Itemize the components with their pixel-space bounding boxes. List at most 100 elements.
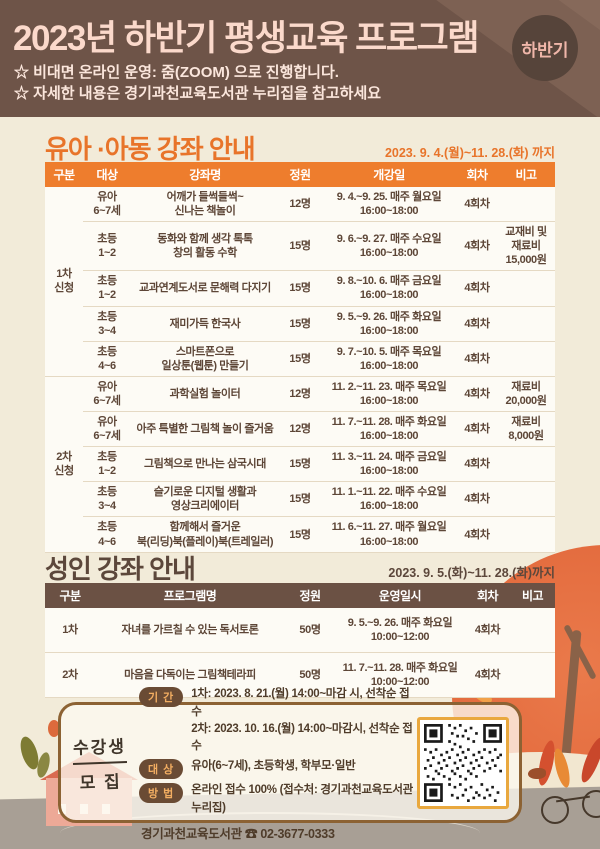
cell-sessions: 4회차: [457, 447, 497, 483]
cell-target: 초등 4~6: [83, 341, 131, 377]
cell-remark: [497, 517, 555, 553]
cell-course-name: 함께해서 즐거운 북(리딩)북(플레이)북(트레일러): [131, 517, 279, 553]
cell-target: 초등 3~4: [83, 482, 131, 518]
cell-schedule: 9. 6.~9. 27. 매주 수요일 16:00~18:00: [321, 222, 457, 272]
cell-program-name: 마음을 다독이는 그림책테라피: [95, 653, 285, 698]
header-note: ☆ 비대면 온라인 운영: 줌(ZOOM) 으로 진행합니다.: [14, 64, 339, 81]
cell-capacity: 15명: [279, 447, 321, 483]
cell-target: 초등 1~2: [83, 271, 131, 307]
table-header-row: 구분 대상 강좌명 정원 개강일 회차 비고: [45, 162, 555, 187]
cell-sessions: 4회차: [465, 653, 510, 698]
table-row: 초등 3~4 슬기로운 디지털 생활과 영상크리에이터 15명 11. 1.~1…: [45, 482, 555, 518]
cell-course-name: 교과연계도서로 문해력 다지기: [131, 271, 279, 307]
adult-section-date-range: 2023. 9. 5.(화)~11. 28.(화)까지: [388, 566, 555, 580]
squirrel-illustration: [528, 768, 546, 779]
header-note: ☆ 자세한 내용은 경기과천교육도서관 누리집을 참고하세요: [14, 85, 382, 102]
table-row: 1차 신청 유아 6~7세 어깨가 들썩들썩~ 신나는 책놀이 12명 9. 4…: [45, 187, 555, 377]
kids-course-table: 구분 대상 강좌명 정원 개강일 회차 비고 1차 신청 유아 6~7세 어깨가…: [45, 162, 555, 553]
cell-schedule: 9. 5.~9. 26. 매주 화요일 10:00~12:00: [335, 608, 465, 653]
table-row: 유아 6~7세 아주 특별한 그림책 놀이 즐거움 12명 11. 7.~11.…: [45, 412, 555, 448]
recruit-item-target: 대 상 유아(6~7세), 초등학생, 학부모·일반: [139, 758, 415, 780]
cell-capacity: 15명: [279, 517, 321, 553]
cell-target: 유아 6~7세: [83, 187, 131, 223]
cell-target: 초등 1~2: [83, 447, 131, 483]
poster-title: 2023년 하반기 평생교육 프로그램: [13, 19, 479, 58]
method-badge: 방 법: [139, 783, 184, 804]
col-header-target: 대상: [83, 162, 131, 187]
table-row: 초등 1~2 그림책으로 만나는 삼국시대 15명 11. 3.~11. 24.…: [45, 447, 555, 483]
cell-sessions: 4회차: [457, 482, 497, 518]
col-header-sessions: 회차: [457, 162, 497, 187]
cell-capacity: 50명: [285, 608, 335, 653]
period-text: 1차: 2023. 8. 21.(월) 14:00~마감 시, 선착순 접수 2…: [191, 688, 413, 752]
cell-phase: 1차: [45, 608, 95, 653]
cell-course-name: 재미가득 한국사: [131, 306, 279, 342]
cell-course-name: 슬기로운 디지털 생활과 영상크리에이터: [131, 482, 279, 518]
table-row: 초등 4~6 스마트폰으로 일상툰(웹툰) 만들기 15명 9. 7.~10. …: [45, 341, 555, 377]
cell-course-name: 어깨가 들썩들썩~ 신나는 책놀이: [131, 187, 279, 223]
bicycle-wheel-illustration: [582, 790, 600, 818]
orange-leaf-illustration: [48, 720, 60, 737]
cell-remark: 재료비 8,000원: [497, 412, 555, 448]
cell-schedule: 11. 2.~11. 23. 매주 목요일 16:00~18:00: [321, 376, 457, 413]
cell-course-name: 과학실험 놀이터: [131, 376, 279, 413]
cell-schedule: 11. 3.~11. 24. 매주 금요일 16:00~18:00: [321, 447, 457, 483]
cell-sessions: 4회차: [457, 517, 497, 553]
qr-code-pattern: [424, 723, 502, 802]
cell-capacity: 12명: [279, 412, 321, 448]
cell-capacity: 15명: [279, 482, 321, 518]
col-header-sessions: 회차: [465, 583, 510, 608]
cell-remark: 교재비 및 재료비 15,000원: [497, 222, 555, 272]
cell-sessions: 4회차: [457, 222, 497, 272]
adult-course-table: 구분 프로그램명 정원 운영일시 회차 비고 1차 자녀를 가르칠 수 있는 독…: [45, 583, 555, 698]
col-header-category: 구분: [45, 583, 95, 608]
table-header-row: 구분 프로그램명 정원 운영일시 회차 비고: [45, 583, 555, 608]
cell-remark: [497, 306, 555, 342]
cell-remark: [497, 447, 555, 483]
cell-schedule: 9. 7.~10. 5. 매주 목요일 16:00~18:00: [321, 341, 457, 377]
cell-schedule: 11. 7.~11. 28. 매주 화요일 16:00~18:00: [321, 412, 457, 448]
cell-course-name: 아주 특별한 그림책 놀이 즐거움: [131, 412, 279, 448]
cell-target: 유아 6~7세: [83, 376, 131, 413]
semester-badge: 하반기: [512, 15, 578, 81]
bicycle-wheel-illustration: [541, 796, 569, 824]
cell-program-name: 자녀를 가르칠 수 있는 독서토론: [95, 608, 285, 653]
recruitment-info-box: 수강생 모 집 기 간 1차: 2023. 8. 21.(월) 14:00~마감…: [58, 687, 522, 841]
col-header-capacity: 정원: [285, 583, 335, 608]
qr-code: [417, 716, 509, 809]
cell-target: 초등 1~2: [83, 222, 131, 272]
cell-remark: [510, 608, 555, 653]
col-header-schedule: 운영일시: [335, 583, 465, 608]
cell-phase: 2차: [45, 653, 95, 698]
col-header-start: 개강일: [321, 162, 457, 187]
cell-remark: [497, 271, 555, 307]
cell-remark: 재료비 20,000원: [497, 376, 555, 413]
adult-section-title: 성인 강좌 안내: [45, 554, 196, 584]
cell-course-name: 스마트폰으로 일상툰(웹툰) 만들기: [131, 341, 279, 377]
kids-section-date-range: 2023. 9. 4.(월)~11. 28.(화) 까지: [384, 146, 555, 160]
method-text: 온라인 접수 100% (접수처: 경기과천교육도서관 누리집): [191, 784, 413, 814]
cell-capacity: 15명: [279, 222, 321, 272]
cell-capacity: 15명: [279, 306, 321, 342]
cell-sessions: 4회차: [457, 187, 497, 223]
group-label: 2차 신청: [45, 376, 83, 553]
cell-capacity: 15명: [279, 271, 321, 307]
cell-remark: [497, 187, 555, 223]
cell-sessions: 4회차: [465, 608, 510, 653]
table-row: 2차 신청 유아 6~7세 과학실험 놀이터 12명 11. 2.~11. 23…: [45, 376, 555, 553]
cell-course-name: 동화와 함께 생각 톡톡 창의 활동 수학: [131, 222, 279, 272]
recruitment-label: 수강생 모 집: [60, 731, 140, 794]
cell-schedule: 9. 5.~9. 26. 매주 화요일 16:00~18:00: [321, 306, 457, 342]
library-contact: 경기과천교육도서관 ☎ 02-3677-0333: [141, 826, 335, 841]
cell-schedule: 11. 7.~11. 28. 매주 화요일 10:00~12:00: [335, 653, 465, 698]
cell-schedule: 9. 4.~9. 25. 매주 월요일 16:00~18:00: [321, 187, 457, 223]
recruitment-label-top: 수강생: [72, 736, 127, 758]
label-divider: [72, 760, 128, 765]
header: 2023년 하반기 평생교육 프로그램 하반기 ☆ 비대면 온라인 운영: 줌(…: [0, 0, 600, 117]
target-text: 유아(6~7세), 초등학생, 학부모·일반: [191, 760, 356, 773]
recruit-item-period: 기 간 1차: 2023. 8. 21.(월) 14:00~마감 시, 선착순 …: [139, 686, 415, 755]
recruitment-items: 기 간 1차: 2023. 8. 21.(월) 14:00~마감 시, 선착순 …: [139, 677, 417, 848]
period-badge: 기 간: [139, 687, 184, 708]
col-header-course: 강좌명: [131, 162, 279, 187]
recruit-item-method: 방 법 온라인 접수 100% (접수처: 경기과천교육도서관 누리집): [139, 782, 415, 817]
